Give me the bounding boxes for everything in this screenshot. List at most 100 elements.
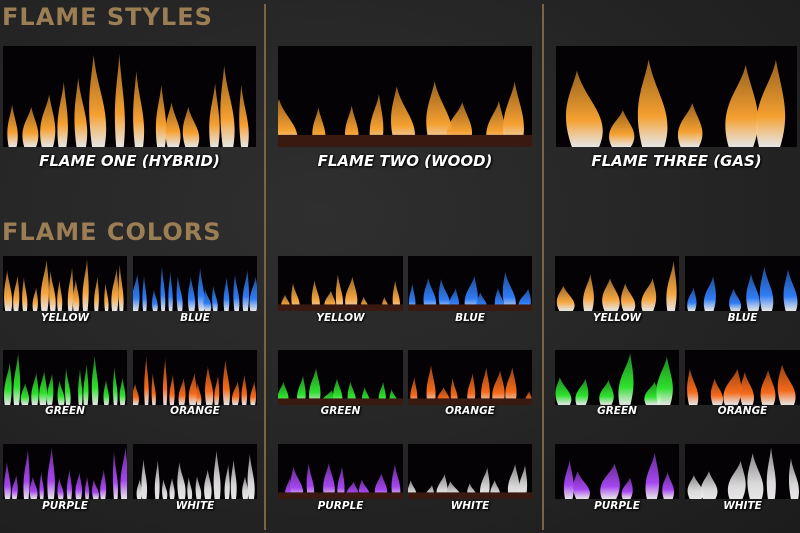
flame-style-image[interactable] <box>3 46 256 147</box>
flame-shape <box>212 285 218 311</box>
flame-color-swatch[interactable] <box>278 444 403 499</box>
flame-shape <box>13 353 21 405</box>
flame-shape <box>345 276 358 311</box>
flame-shape <box>57 81 68 147</box>
flame-shape <box>32 287 38 311</box>
flame-shape <box>677 103 703 147</box>
flame-style-caption: FLAME TWO (WOOD) <box>317 152 493 170</box>
flame-shape <box>160 265 166 311</box>
flame-shape <box>766 447 776 499</box>
flame-shape <box>618 353 634 405</box>
flame-shape <box>141 458 148 499</box>
flame-shape <box>450 377 458 405</box>
flame-shape <box>760 370 776 405</box>
flame-shape <box>556 285 575 311</box>
flame-shape <box>205 366 214 405</box>
flame-color-label: BLUE <box>455 312 485 324</box>
flame-color-label: WHITE <box>175 500 215 512</box>
flame-color-label: ORANGE <box>445 405 495 417</box>
flame-shape <box>621 477 633 499</box>
flame-shape <box>602 278 620 311</box>
flame-shape <box>369 94 384 147</box>
flame-shape <box>133 274 140 311</box>
flame-shape <box>426 81 453 147</box>
flame-shape <box>155 84 167 147</box>
flame-color-swatch[interactable] <box>555 444 679 499</box>
flame-color-swatch[interactable] <box>685 350 800 405</box>
flame-shape <box>309 368 321 405</box>
flame-shape <box>467 373 476 405</box>
flame-color-swatch[interactable] <box>133 256 257 311</box>
flame-shape <box>39 371 48 405</box>
flame-shape <box>4 270 13 311</box>
flame-shape <box>57 478 64 499</box>
flame-shape <box>20 383 30 405</box>
flame-shape <box>242 476 249 499</box>
flame-shape <box>759 266 774 311</box>
flame-shape <box>133 383 139 405</box>
flame-shape <box>169 477 175 499</box>
flame-shape <box>91 355 99 405</box>
flame-colors-heading: FLAME COLORS <box>2 218 222 246</box>
flame-shape <box>187 477 193 499</box>
flame-shape <box>600 463 620 499</box>
flame-shape <box>725 64 759 147</box>
flame-shape <box>144 356 149 405</box>
flame-shape <box>104 283 109 311</box>
flame-color-swatch[interactable] <box>685 444 800 499</box>
flame-shape <box>687 368 699 405</box>
flame-shape <box>565 70 603 147</box>
flame-color-swatch[interactable] <box>278 256 403 311</box>
flame-shape <box>31 372 39 405</box>
flame-shape <box>662 472 675 499</box>
flame-shape <box>641 278 657 311</box>
flame-shape <box>40 259 49 311</box>
flame-shape <box>224 464 230 499</box>
flame-shape <box>242 269 250 311</box>
flame-shape <box>89 54 107 147</box>
flame-shape <box>306 463 315 499</box>
flame-shape <box>118 264 124 311</box>
flame-shape <box>481 367 490 405</box>
flame-shape <box>249 276 257 311</box>
flame-color-swatch[interactable] <box>685 256 800 311</box>
flame-shape <box>729 288 742 311</box>
flame-color-label: PURPLE <box>42 500 88 512</box>
flame-shape <box>777 364 796 405</box>
flame-shape <box>66 469 72 499</box>
flame-style-image[interactable] <box>556 46 797 147</box>
flame-shape <box>47 447 55 499</box>
flame-color-swatch[interactable] <box>3 444 127 499</box>
flame-shape <box>11 475 18 499</box>
flame-shape <box>114 53 125 147</box>
flame-color-swatch[interactable] <box>408 350 532 405</box>
flame-shape <box>133 70 145 147</box>
flame-shape <box>666 261 677 311</box>
flame-color-swatch[interactable] <box>133 350 257 405</box>
flame-shape <box>40 94 56 147</box>
flame-color-swatch[interactable] <box>555 256 679 311</box>
flame-color-swatch[interactable] <box>133 444 257 499</box>
flame-color-swatch[interactable] <box>555 350 679 405</box>
flame-shape <box>214 375 220 405</box>
flame-shape <box>136 479 143 499</box>
flame-color-swatch[interactable] <box>408 256 532 311</box>
flame-color-swatch[interactable] <box>3 350 127 405</box>
flame-shape <box>637 59 668 147</box>
flame-color-swatch[interactable] <box>278 350 403 405</box>
flame-shape <box>72 279 80 311</box>
flame-color-swatch[interactable] <box>3 256 127 311</box>
flame-shape <box>727 460 746 499</box>
flame-shape <box>746 273 760 311</box>
flame-shape <box>337 466 345 499</box>
flame-shape <box>120 446 127 499</box>
flame-shape <box>162 479 168 499</box>
flame-shape <box>67 267 74 311</box>
flame-color-swatch[interactable] <box>408 444 532 499</box>
flame-shape <box>46 373 54 405</box>
flame-shape <box>49 270 56 311</box>
flame-shape <box>505 367 517 405</box>
flame-style-image[interactable] <box>278 46 532 147</box>
flame-shape <box>154 460 160 499</box>
flame-shape <box>700 471 718 499</box>
